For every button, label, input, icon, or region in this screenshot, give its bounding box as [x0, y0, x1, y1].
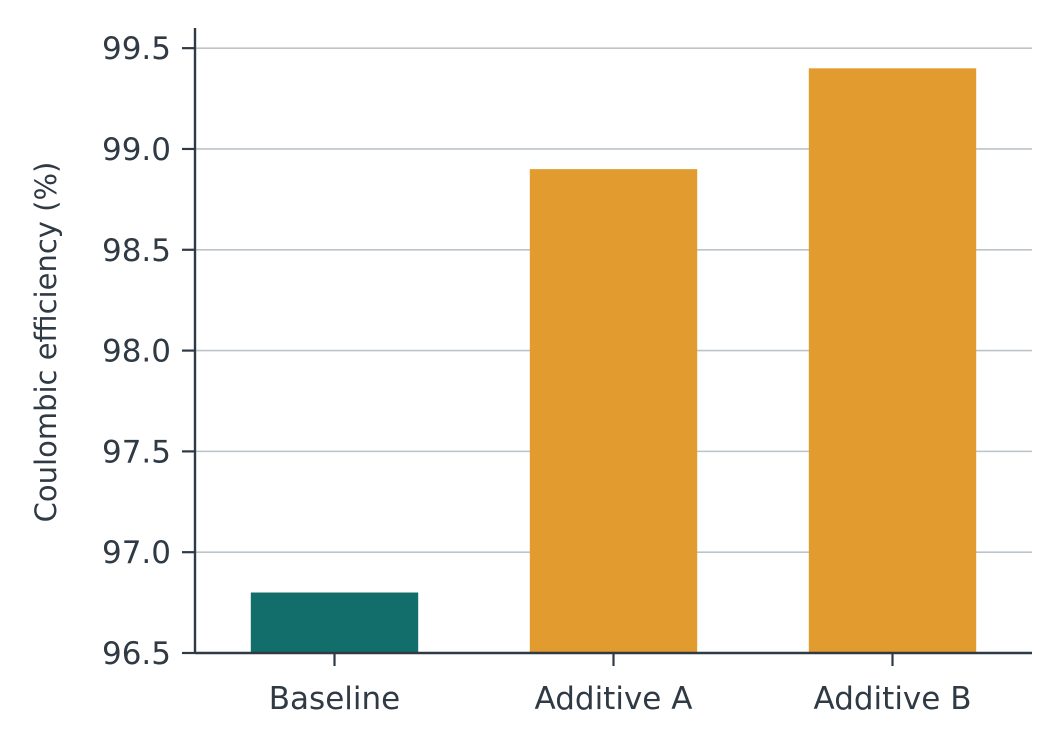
y-axis-title: Coulombic efficiency (%) [29, 162, 63, 523]
bar-baseline [250, 592, 419, 653]
y-tick-label: 97.0 [102, 535, 171, 571]
y-tick-label: 98.5 [102, 233, 171, 269]
bar-additive-b [808, 68, 977, 654]
y-tick-label: 96.5 [102, 636, 171, 672]
y-tick-label: 98.0 [102, 334, 171, 370]
y-ticks: 96.5 97.0 97.5 98.0 98.5 99.0 99.5 [102, 31, 195, 672]
y-tick-label: 99.5 [102, 31, 171, 67]
y-tick-label: 99.0 [102, 132, 171, 168]
y-tick-label: 97.5 [102, 434, 171, 470]
x-tick-label: Baseline [269, 681, 400, 717]
bars [250, 68, 977, 654]
bar-additive-a [529, 169, 698, 653]
x-tick-label: Additive B [814, 681, 972, 717]
x-ticks: Baseline Additive A Additive B [269, 653, 972, 717]
x-tick-label: Additive A [535, 681, 693, 717]
